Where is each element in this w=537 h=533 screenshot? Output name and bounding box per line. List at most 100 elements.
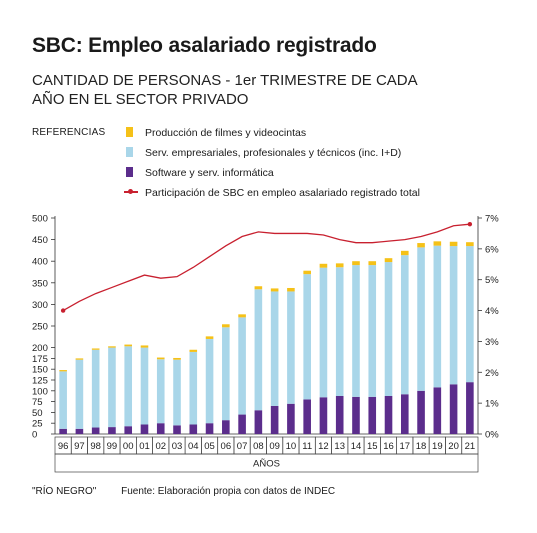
bar-servicios [59,371,67,429]
x-tick-label: 13 [334,441,345,452]
x-tick-label: 06 [221,441,232,452]
bar-servicios [124,346,133,427]
bar-filmes [270,288,279,292]
x-tick-label: 10 [286,441,297,452]
x-tick-label: 17 [399,441,410,452]
bar-filmes [254,286,263,290]
bar-filmes [91,348,100,350]
bar-software [189,424,198,434]
bar-servicios [189,351,198,425]
bar-servicios [222,327,230,421]
bar-filmes [205,336,214,339]
bar-filmes [156,357,165,360]
bar-servicios [433,245,442,388]
bar-filmes [368,261,377,266]
bar-software [91,427,100,434]
bar-servicios [368,265,377,397]
bar-software [319,397,328,434]
bar-servicios [466,246,474,383]
y2-tick-label: 4% [485,306,499,317]
y-tick-label: 450 [32,235,48,246]
y-tick-label: 175 [32,354,48,365]
bar-filmes [400,250,409,256]
bar-servicios [238,317,246,415]
x-tick-label: 03 [172,441,183,452]
legend-swatch-software [126,167,133,177]
bar-filmes [238,314,246,318]
bar-filmes [222,324,230,328]
bar-software [254,410,263,434]
bar-filmes [140,345,149,348]
y-tick-label: 200 [32,343,48,354]
x-tick-label: 07 [237,441,248,452]
bar-servicios [108,347,116,428]
bar-filmes [173,357,181,360]
legend-label-servicios: Serv. empresariales, profesionales y téc… [145,147,402,159]
y-tick-label: 50 [32,408,43,419]
x-tick-label: 14 [351,441,362,452]
y-tick-label: 350 [32,278,48,289]
bar-software [303,399,311,434]
x-tick-label: 00 [123,441,134,452]
y-tick-label: 0 [32,430,37,441]
bar-software [287,403,295,434]
bar-software [352,396,360,434]
bar-servicios [449,246,458,385]
x-tick-label: 11 [302,441,312,452]
x-tick-label: 96 [58,441,69,452]
bar-servicios [91,349,100,428]
footer: "RÍO NEGRO" Fuente: Elaboración propia c… [32,486,335,497]
bar-servicios [384,262,393,396]
y-tick-label: 75 [32,397,43,408]
legend-label-participacion: Participación de SBC en empleo asalariad… [145,187,420,199]
y-tick-label: 500 [32,214,48,225]
participation-end-point [467,221,473,227]
bar-filmes [449,241,458,247]
bar-filmes [59,370,67,372]
y2-tick-label: 2% [485,368,499,379]
x-tick-label: 05 [204,441,215,452]
y2-tick-label: 0% [485,430,499,441]
bar-servicios [254,289,263,411]
bar-servicios [75,359,84,429]
legend-title: REFERENCIAS [32,127,106,138]
bar-filmes [108,346,116,348]
bar-software [433,387,442,434]
y-tick-label: 100 [32,386,48,397]
x-tick-label: 08 [253,441,264,452]
x-tick-label: 12 [318,441,329,452]
bar-software [75,428,84,434]
bar-software [124,426,133,434]
footer-source: Fuente: Elaboración propia con datos de … [121,486,336,497]
bar-servicios [335,267,344,396]
y-tick-label: 250 [32,322,48,333]
bar-filmes [287,287,295,292]
bar-filmes [319,263,328,268]
bar-filmes [352,261,360,266]
x-tick-label: 16 [383,441,394,452]
x-axis-title: AÑOS [253,459,280,470]
bar-filmes [189,349,198,352]
bar-servicios [173,359,181,426]
legend-swatch-participacion [124,189,138,194]
bar-software [238,414,246,434]
participation-line [62,223,470,312]
bar-servicios [417,247,425,391]
bar-servicios [400,255,409,395]
bar-servicios [140,347,149,425]
chart-subtitle: CANTIDAD DE PERSONAS - 1er TRIMESTRE DE … [32,72,417,108]
bar-software [270,405,279,434]
bar-filmes [417,243,425,248]
bar-software [59,428,67,434]
bar-servicios [319,267,328,398]
y2-tick-label: 1% [485,399,499,410]
chart-title: SBC: Empleo asalariado registrado [32,34,377,57]
bar-servicios [156,359,165,424]
bar-servicios [205,338,214,424]
bar-filmes [75,358,84,360]
legend-swatch-filmes [126,127,133,137]
x-tick-label: 21 [465,441,476,452]
bar-servicios [303,274,311,400]
x-tick-label: 02 [155,441,166,452]
